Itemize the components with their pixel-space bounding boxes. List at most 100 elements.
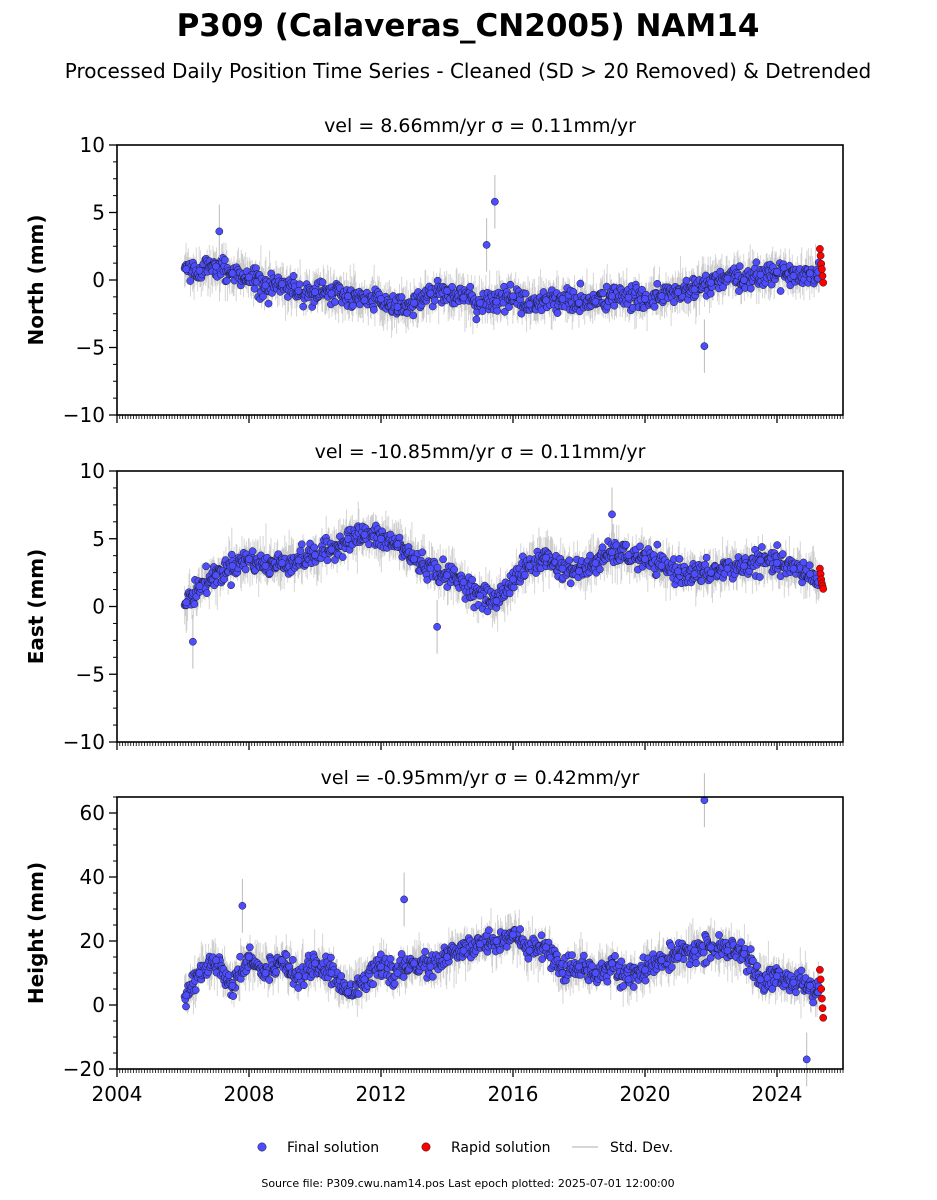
final-point [182,598,191,607]
final-point [410,555,418,563]
final-point [723,274,732,283]
final-point [294,972,303,981]
legend-label: Final solution [287,1140,379,1156]
final-point [806,981,814,990]
final-point [492,937,501,945]
final-point [261,281,270,290]
final-point [476,591,484,600]
x-tick-label: 2024 [752,1082,803,1106]
final-point [608,548,616,557]
final-point [707,278,715,287]
final-point [542,943,550,952]
final-point [542,553,550,562]
final-point [789,564,798,573]
y-tick-label: −5 [76,662,105,686]
final-point [459,946,468,955]
final-point [756,975,765,984]
final-point [377,534,385,543]
final-point [740,276,748,284]
final-point [410,299,418,307]
figure-subtitle: Processed Daily Position Time Series - C… [65,59,871,83]
legend-label: Rapid solution [451,1140,551,1156]
outlier-point [482,241,491,249]
outlier-point [215,227,224,236]
final-point [591,559,600,567]
y-tick-label: 20 [80,929,105,953]
rapid-point [816,245,824,253]
final-point [327,289,336,298]
final-point [789,272,798,280]
rapid-point [816,965,824,974]
y-tick-label: 0 [92,595,105,619]
final-point [344,534,352,543]
rapid-point [819,585,828,593]
y-tick-label: 60 [80,801,105,825]
final-point [393,540,402,549]
rapid-point [816,975,825,984]
panel-north: vel = 8.66mm/yr σ = 0.11mm/yr North (mm) −… [24,115,844,427]
final-point [756,556,765,565]
final-point [690,570,699,578]
final-point [261,562,270,570]
x-tick-label: 2008 [224,1082,275,1106]
final-point [509,292,517,301]
final-point [212,262,220,271]
legend-marker [421,1142,431,1152]
final-point [641,555,649,563]
final-point [294,286,303,295]
final-point [228,562,237,570]
final-point [245,555,253,563]
final-point [740,562,748,570]
final-point [591,297,600,306]
final-point [426,564,435,573]
x-tick-label: 2012 [356,1082,407,1106]
final-point [459,578,468,586]
final-point [245,273,253,282]
final-point [773,559,781,567]
rapid-point [818,994,826,1003]
final-point [525,300,534,309]
final-point [212,571,220,580]
final-point [459,293,468,302]
final-point [789,978,798,987]
rapid-point [819,278,828,287]
final-point [608,959,616,968]
final-point [575,299,583,307]
final-point [443,571,451,580]
rapid-point [818,265,826,274]
final-point [360,975,369,984]
final-point [311,551,319,559]
legend-item: Rapid solution [421,1140,551,1156]
y-tick-label: 40 [80,865,105,889]
rapid-point [817,985,826,993]
x-tick-label: 2004 [92,1082,143,1106]
final-point [525,946,534,955]
y-tick-label: 10 [80,133,105,157]
final-point [740,949,748,958]
final-point [294,556,303,565]
final-point [278,956,286,965]
final-point [591,969,600,977]
final-point [641,295,649,303]
outlier-point [189,637,197,646]
final-point [195,582,204,591]
final-point [657,562,666,570]
y-tick-label: −5 [76,336,105,360]
final-point [476,940,484,949]
outlier-point [400,895,408,904]
y-tick-label: −10 [63,730,105,754]
y-tick-label: 5 [92,201,105,225]
final-point [525,562,534,570]
final-point [492,297,501,306]
final-point [806,269,814,278]
final-point [806,570,814,578]
rapid-point [819,1013,828,1022]
final-point [245,953,253,961]
y-axis-label: East (mm) [24,549,48,665]
figure-title: P309 (Calaveras_CN2005) NAM14 [177,8,760,44]
final-point [575,567,583,576]
outlier-point [802,1055,811,1064]
final-point [558,969,567,977]
y-tick-label: 0 [92,268,105,292]
